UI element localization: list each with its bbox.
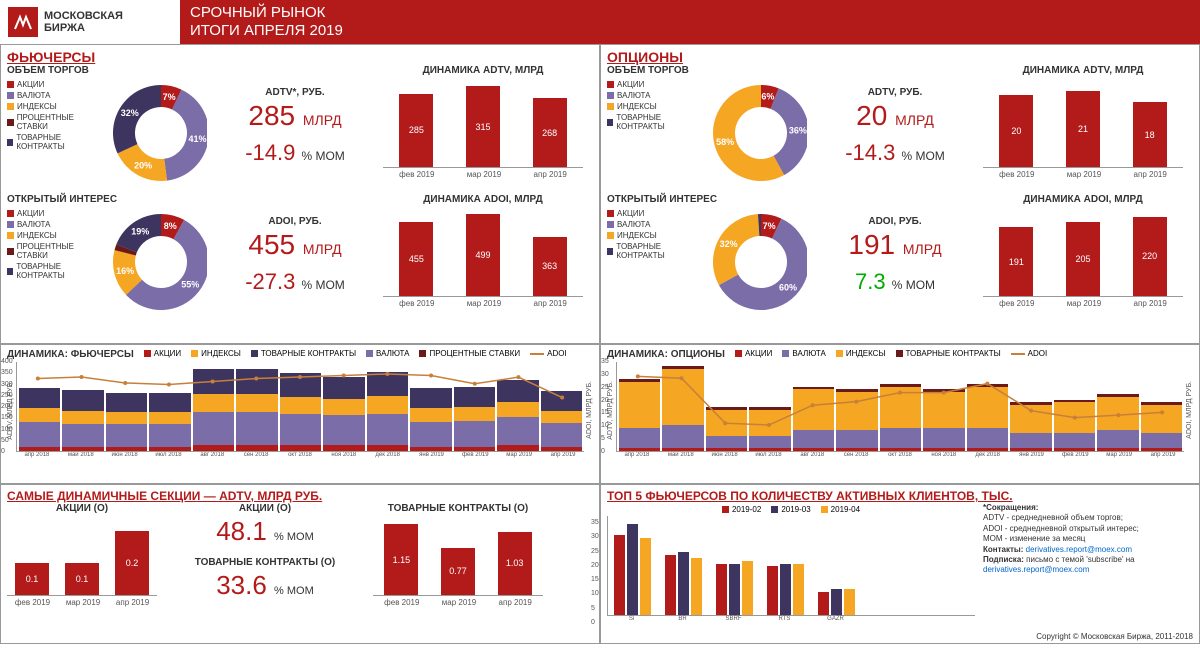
section-title-futures: ФЬЮЧЕРСЫ: [7, 49, 593, 65]
logo-line1: МОСКОВСКАЯ: [44, 10, 123, 22]
options-adtv-title: ADTV, РУБ.: [815, 87, 975, 98]
options-adoi-value: 191 МЛРД: [815, 229, 975, 261]
futures-oi-legend: АКЦИИВАЛЮТАИНДЕКСЫПРОЦЕНТНЫЕ СТАВКИТОВАР…: [7, 207, 104, 282]
logo: МОСКОВСКАЯБИРЖА: [0, 0, 180, 44]
dyn-futures-legend: АКЦИИИНДЕКСЫТОВАРНЫЕ КОНТРАКТЫВАЛЮТАПРОЦ…: [144, 349, 593, 358]
svg-text:19%: 19%: [131, 226, 149, 236]
options-oi-donut: 7% 60% 32%: [706, 207, 807, 317]
options-adoi-chart-title: ДИНАМИКА ADOI, МЛРД: [983, 194, 1183, 205]
svg-text:32%: 32%: [719, 239, 737, 249]
futures-adtv-bars: 285315268: [383, 78, 583, 168]
most-dyn-title: САМЫЕ ДИНАМИЧНЫЕ СЕКЦИИ — ADTV, МЛРД РУБ…: [7, 489, 593, 503]
svg-text:55%: 55%: [181, 280, 199, 290]
top5-title: ТОП 5 ФЬЮЧЕРСОВ ПО КОЛИЧЕСТВУ АКТИВНЫХ К…: [607, 489, 1193, 503]
svg-text:16%: 16%: [116, 266, 134, 276]
top5-legend: 2019-022019-032019-04: [607, 505, 975, 514]
dyn-futures-bars: 050100150200250300350400: [16, 362, 584, 452]
options-oi-title: ОТКРЫТЫЙ ИНТЕРЕС: [607, 194, 807, 205]
futures-adoi-bars: 455499363: [383, 207, 583, 297]
panel-dyn-futures: ДИНАМИКА: ФЬЮЧЕРСЫ АКЦИИИНДЕКСЫТОВАРНЫЕ …: [0, 344, 600, 484]
most-dyn-right-title: ТОВАРНЫЕ КОНТРАКТЫ (О): [373, 503, 543, 514]
panel-options: ОПЦИОНЫ ОБЪЕМ ТОРГОВ АКЦИИВАЛЮТАИНДЕКСЫТ…: [600, 44, 1200, 344]
options-adtv-mom: -14.3 % MOM: [815, 140, 975, 166]
dyn-futures-title: ДИНАМИКА: ФЬЮЧЕРСЫ: [7, 349, 134, 360]
options-vol-title: ОБЪЕМ ТОРГОВ: [607, 65, 807, 76]
futures-adoi-mom: -27.3 % MOM: [215, 269, 375, 295]
most-dyn-mid1-title: АКЦИИ (О): [165, 503, 365, 514]
most-dyn-left-bars: 0.10.10.2: [7, 516, 157, 596]
panel-most-dynamic: САМЫЕ ДИНАМИЧНЫЕ СЕКЦИИ — ADTV, МЛРД РУБ…: [0, 484, 600, 644]
futures-adtv-value: 285 МЛРД: [215, 100, 375, 132]
header-title: СРОЧНЫЙ РЫНОК ИТОГИ АПРЕЛЯ 2019: [180, 4, 343, 40]
svg-text:32%: 32%: [121, 108, 139, 118]
copyright: Copyright © Московская Биржа, 2011-2018: [1036, 632, 1193, 641]
options-adoi-title: ADOI, РУБ.: [815, 216, 975, 227]
panel-futures: ФЬЮЧЕРСЫ ОБЪЕМ ТОРГОВ АКЦИИВАЛЮТАИНДЕКСЫ…: [0, 44, 600, 344]
futures-adoi-chart-title: ДИНАМИКА ADOI, МЛРД: [383, 194, 583, 205]
futures-vol-donut: 7% 41% 20% 32%: [106, 78, 207, 188]
futures-vol-title: ОБЪЕМ ТОРГОВ: [7, 65, 207, 76]
options-adtv-value: 20 МЛРД: [815, 100, 975, 132]
moex-logo-icon: [8, 7, 38, 37]
futures-oi-donut: 8% 55% 16% 19%: [106, 207, 207, 317]
logo-line2: БИРЖА: [44, 22, 85, 34]
futures-adoi-title: ADOI, РУБ.: [215, 216, 375, 227]
most-dyn-mid1-value: 48.1 % MOM: [165, 516, 365, 547]
options-vol-donut: 6% 36% 58%: [706, 78, 807, 188]
futures-vol-legend: АКЦИИВАЛЮТАИНДЕКСЫПРОЦЕНТНЫЕ СТАВКИТОВАР…: [7, 78, 104, 153]
contacts-link[interactable]: derivatives.report@moex.com: [1026, 545, 1132, 554]
futures-adoi-value: 455 МЛРД: [215, 229, 375, 261]
options-adoi-mom: 7.3 % MOM: [815, 269, 975, 295]
options-oi-legend: АКЦИИВАЛЮТАИНДЕКСЫТОВАРНЫЕ КОНТРАКТЫ: [607, 207, 704, 262]
svg-text:6%: 6%: [761, 92, 774, 102]
dyn-options-bars: 05101520253035: [616, 362, 1184, 452]
futures-oi-title: ОТКРЫТЫЙ ИНТЕРЕС: [7, 194, 207, 205]
subscribe-link[interactable]: derivatives.report@moex.com: [983, 565, 1089, 574]
options-adoi-bars: 191205220: [983, 207, 1183, 297]
most-dyn-right-bars: 1.150.771.03: [373, 516, 543, 596]
most-dyn-left-title: АКЦИИ (О): [7, 503, 157, 514]
dyn-opt-ylabel-right: ADOI, МЛРД РУБ.: [1186, 381, 1193, 439]
svg-text:20%: 20%: [134, 160, 152, 170]
top5-bars: 05101520253035: [607, 516, 975, 616]
futures-adtv-chart-title: ДИНАМИКА ADTV, МЛРД: [383, 65, 583, 76]
svg-text:41%: 41%: [188, 134, 206, 144]
dyn-options-title: ДИНАМИКА: ОПЦИОНЫ: [607, 349, 725, 360]
most-dyn-mid2-value: 33.6 % MOM: [165, 570, 365, 601]
futures-adtv-title: ADTV*, РУБ.: [215, 87, 375, 98]
options-vol-legend: АКЦИИВАЛЮТАИНДЕКСЫТОВАРНЫЕ КОНТРАКТЫ: [607, 78, 704, 133]
svg-text:60%: 60%: [779, 282, 797, 292]
panel-dyn-options: ДИНАМИКА: ОПЦИОНЫ АКЦИИВАЛЮТАИНДЕКСЫТОВА…: [600, 344, 1200, 484]
header: МОСКОВСКАЯБИРЖА СРОЧНЫЙ РЫНОК ИТОГИ АПРЕ…: [0, 0, 1200, 44]
futures-adtv-mom: -14.9 % MOM: [215, 140, 375, 166]
options-adtv-bars: 202118: [983, 78, 1183, 168]
dyn-fut-ylabel-right: ADOI, МЛРД РУБ.: [586, 381, 593, 439]
svg-text:7%: 7%: [162, 92, 175, 102]
dyn-options-legend: АКЦИИВАЛЮТАИНДЕКСЫТОВАРНЫЕ КОНТРАКТЫADOI: [735, 349, 1193, 358]
svg-text:8%: 8%: [163, 221, 176, 231]
svg-text:58%: 58%: [716, 137, 734, 147]
most-dyn-mid2-title: ТОВАРНЫЕ КОНТРАКТЫ (О): [165, 557, 365, 568]
svg-text:7%: 7%: [762, 221, 775, 231]
section-title-options: ОПЦИОНЫ: [607, 49, 1193, 65]
footnote: *Сокращения: ADTV - среднедневной объем …: [983, 503, 1193, 622]
options-adtv-chart-title: ДИНАМИКА ADTV, МЛРД: [983, 65, 1183, 76]
svg-text:36%: 36%: [789, 126, 807, 136]
panel-top5: ТОП 5 ФЬЮЧЕРСОВ ПО КОЛИЧЕСТВУ АКТИВНЫХ К…: [600, 484, 1200, 644]
